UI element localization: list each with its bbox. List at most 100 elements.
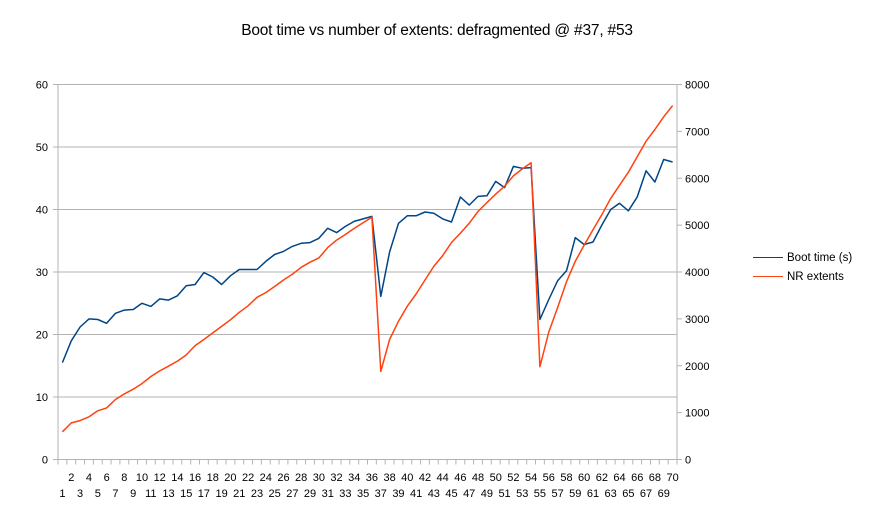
x-tick-label: 63 [605,488,617,500]
legend-label: NR extents [787,270,844,283]
x-tick-label: 52 [507,472,519,484]
x-tick-label: 41 [410,488,422,500]
x-tick-label: 48 [472,472,484,484]
x-tick-label: 12 [154,472,166,484]
x-tick-label: 40 [401,472,413,484]
x-tick-label: 54 [525,472,537,484]
x-tick-label: 59 [569,488,581,500]
legend-item-boot-time: Boot time (s) [753,248,852,267]
x-tick-label: 51 [498,488,510,500]
x-tick-label: 69 [658,488,670,500]
x-tick-label: 8 [121,472,127,484]
y-tick-label: 20 [36,330,48,342]
x-tick-label: 35 [357,488,369,500]
series-line-nr-extents [61,105,674,433]
x-tick-label: 45 [445,488,457,500]
x-tick-label: 14 [171,472,183,484]
x-tick-label: 57 [551,488,563,500]
y-tick-label: 60 [36,80,48,92]
x-tick-label: 58 [560,472,572,484]
x-tick-label: 37 [375,488,387,500]
y2-tick-label: 8000 [685,80,709,92]
y2-tick-label: 1000 [685,408,709,420]
x-tick-label: 56 [543,472,555,484]
x-tick-label: 28 [295,472,307,484]
x-tick-label: 47 [463,488,475,500]
gridlines [58,84,677,460]
chart-title: Boot time vs number of extents: defragme… [241,22,633,39]
y-tick-label: 50 [36,142,48,154]
legend-label: Boot time (s) [787,251,853,264]
x-tick-label: 61 [587,488,599,500]
x-tick-label: 32 [330,472,342,484]
x-tick-label: 53 [516,488,528,500]
x-tick-label: 20 [224,472,236,484]
y2-tick-label: 5000 [685,220,709,232]
x-tick-label: 39 [392,488,404,500]
x-tick-label: 3 [77,488,83,500]
x-tick-label: 70 [666,472,678,484]
axes: 0 10 20 30 40 50 60 0 1000 2000 3000 4000 5000 6000 70… [36,80,710,501]
legend-item-nr-extents: NR extents [753,267,852,286]
y-tick-label: 0 [42,455,48,467]
x-tick-label: 43 [428,488,440,500]
x-tick-label: 4 [86,472,92,484]
series-line-boot-time-s [61,158,673,363]
x-tick-label: 68 [649,472,661,484]
x-tick-label: 65 [622,488,634,500]
x-tick-label: 17 [198,488,210,500]
x-tick-label: 36 [366,472,378,484]
x-tick-label: 49 [481,488,493,500]
x-tick-label: 31 [322,488,334,500]
legend-swatch-boot-time [753,257,783,258]
x-tick-label: 34 [348,472,360,484]
legend-swatch-nr-extents [753,276,783,277]
x-tick-label: 62 [596,472,608,484]
series-lines [61,105,674,433]
x-tick-label: 6 [104,472,110,484]
x-tick-label: 42 [419,472,431,484]
x-tick-label: 23 [251,488,263,500]
x-tick-label: 25 [269,488,281,500]
x-tick-label: 67 [640,488,652,500]
y2-tick-label: 4000 [685,267,709,279]
x-tick-label: 16 [189,472,201,484]
x-tick-label: 18 [207,472,219,484]
y-tick-label: 10 [36,392,48,404]
x-tick-label: 5 [95,488,101,500]
x-tick-label: 2 [68,472,74,484]
x-tick-label: 13 [162,488,174,500]
x-tick-label: 24 [260,472,272,484]
x-tick-label: 50 [490,472,502,484]
x-tick-label: 30 [313,472,325,484]
x-tick-label: 15 [180,488,192,500]
x-tick-label: 60 [578,472,590,484]
x-tick-label: 9 [130,488,136,500]
x-tick-label: 10 [136,472,148,484]
y2-tick-label: 7000 [685,126,709,138]
y-tick-label: 40 [36,205,48,217]
y2-tick-label: 3000 [685,314,709,326]
x-tick-label: 19 [215,488,227,500]
x-tick-label: 55 [534,488,546,500]
y-tick-label: 30 [36,267,48,279]
x-tick-label: 26 [277,472,289,484]
x-tick-label: 38 [383,472,395,484]
x-tick-label: 66 [631,472,643,484]
x-tick-label: 44 [437,472,449,484]
x-tick-label: 29 [304,488,316,500]
x-tick-label: 64 [613,472,625,484]
x-tick-label: 11 [145,488,156,500]
y2-tick-label: 6000 [685,173,709,185]
x-tick-label: 7 [112,488,118,500]
x-tick-label: 1 [59,488,65,500]
legend: Boot time (s) NR extents [753,248,852,286]
x-tick-label: 46 [454,472,466,484]
x-tick-label: 33 [339,488,351,500]
y2-tick-label: 2000 [685,361,709,373]
x-tick-label: 27 [286,488,298,500]
x-tick-label: 22 [242,472,254,484]
y2-tick-label: 0 [685,455,691,467]
x-tick-label: 21 [233,488,245,500]
